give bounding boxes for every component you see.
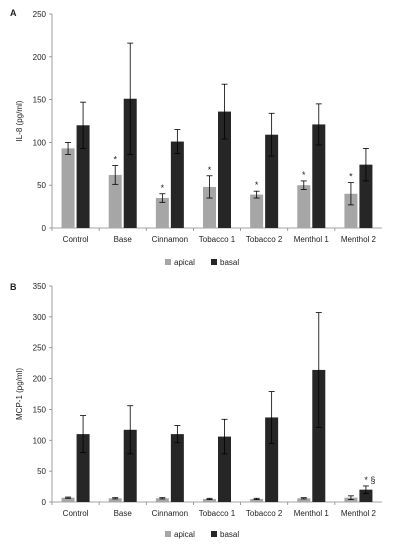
y-tick-label: 100 <box>33 436 47 445</box>
x-tick-label: Cinnamon <box>152 235 188 244</box>
bar-apical <box>61 148 75 228</box>
x-tick-label: Tobacco 1 <box>199 509 236 518</box>
legend-swatch-apical <box>165 531 171 537</box>
x-tick-label: Tobacco 1 <box>199 235 236 244</box>
x-tick-label: Control <box>63 235 89 244</box>
bar-basal <box>170 141 184 228</box>
x-tick-label: Base <box>114 509 133 518</box>
legend-swatch-basal <box>211 531 217 537</box>
y-tick-label: 50 <box>37 467 46 476</box>
x-tick-label: Cinnamon <box>152 509 188 518</box>
significance-marker: * <box>161 183 165 193</box>
bar-apical <box>108 174 122 228</box>
bar-apical <box>250 194 264 228</box>
bar-apical <box>61 497 75 502</box>
bar-basal <box>76 434 90 502</box>
legend: apical basal <box>165 258 239 267</box>
legend-label-basal: basal <box>220 530 239 539</box>
x-tick-label: Tobacco 2 <box>246 509 283 518</box>
bar-basal <box>123 98 137 228</box>
y-tick-label: 150 <box>33 96 47 105</box>
bar-apical <box>203 186 216 228</box>
panel-label: A <box>10 8 17 18</box>
y-tick-label: 200 <box>33 375 47 384</box>
significance-marker: * <box>302 170 306 180</box>
bar-apical <box>155 498 169 502</box>
x-tick-label: Menthol 1 <box>294 235 330 244</box>
x-tick-label: Tobacco 2 <box>246 235 283 244</box>
y-tick-label: 0 <box>42 224 47 233</box>
bar-basal <box>76 125 90 228</box>
chart-panel-b: B 0 50 100 150 200 250 300 350 MCP-1 (pg/ml) Contr… <box>10 282 382 539</box>
significance-marker: * <box>255 180 259 190</box>
legend: apical basal <box>165 530 239 539</box>
y-tick-label: 200 <box>33 53 47 62</box>
y-tick-label: 0 <box>42 498 47 507</box>
legend-label-basal: basal <box>220 258 239 267</box>
x-tick-label: Base <box>114 235 133 244</box>
bar-basal <box>123 429 137 502</box>
legend-swatch-basal <box>211 259 217 265</box>
x-tick-label: Control <box>63 509 89 518</box>
y-tick-label: 50 <box>37 181 46 190</box>
y-tick-label: 300 <box>33 313 47 322</box>
bar-basal <box>170 434 184 502</box>
bar-apical <box>108 498 122 502</box>
bar-apical <box>344 193 358 228</box>
bar-apical <box>297 498 311 502</box>
bar-basal <box>312 124 326 228</box>
significance-marker: * <box>349 172 353 182</box>
bar-basal <box>359 164 373 228</box>
bar-basal <box>312 369 326 502</box>
bar-basal <box>359 489 373 502</box>
y-tick-label: 150 <box>33 405 47 414</box>
x-tick-label: Menthol 2 <box>341 509 377 518</box>
y-tick-label: 350 <box>33 282 47 291</box>
significance-marker: * <box>208 165 212 175</box>
y-axis-label: MCP-1 (pg/ml) <box>15 368 24 420</box>
legend-swatch-apical <box>165 259 171 265</box>
x-tick-label: Menthol 1 <box>294 509 330 518</box>
bar-apical <box>250 498 264 502</box>
significance-marker: * <box>113 155 117 165</box>
x-tick-label: Menthol 2 <box>341 235 377 244</box>
bar-basal <box>218 111 231 228</box>
bar-apical <box>203 498 216 502</box>
legend-label-apical: apical <box>174 258 195 267</box>
bar-apical <box>155 198 169 228</box>
chart-panel-a: A 0 50 100 150 200 250 IL-8 (pg/ml) Control Base *… <box>10 8 382 267</box>
significance-marker: * § <box>364 475 375 485</box>
bar-basal <box>218 436 231 502</box>
y-axis-label: IL-8 (pg/ml) <box>15 100 24 141</box>
bar-basal <box>265 134 279 228</box>
y-tick-label: 250 <box>33 344 47 353</box>
panel-label: B <box>10 282 17 292</box>
bar-basal <box>265 417 279 502</box>
legend-label-apical: apical <box>174 530 195 539</box>
bar-apical <box>297 185 311 228</box>
y-tick-label: 250 <box>33 10 47 19</box>
y-tick-label: 100 <box>33 138 47 147</box>
